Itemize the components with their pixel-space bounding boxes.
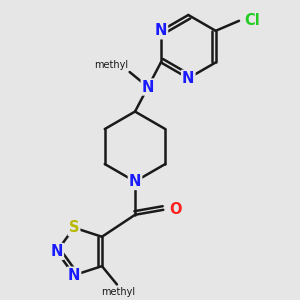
Text: O: O <box>169 202 182 217</box>
Text: Cl: Cl <box>245 13 260 28</box>
Text: S: S <box>69 220 79 235</box>
Text: N: N <box>51 244 63 259</box>
Text: N: N <box>68 268 80 283</box>
Text: N: N <box>129 174 141 189</box>
Text: N: N <box>155 23 167 38</box>
Text: methyl: methyl <box>94 60 128 70</box>
Text: N: N <box>182 71 194 86</box>
Text: methyl: methyl <box>101 287 136 297</box>
Text: N: N <box>142 80 154 94</box>
